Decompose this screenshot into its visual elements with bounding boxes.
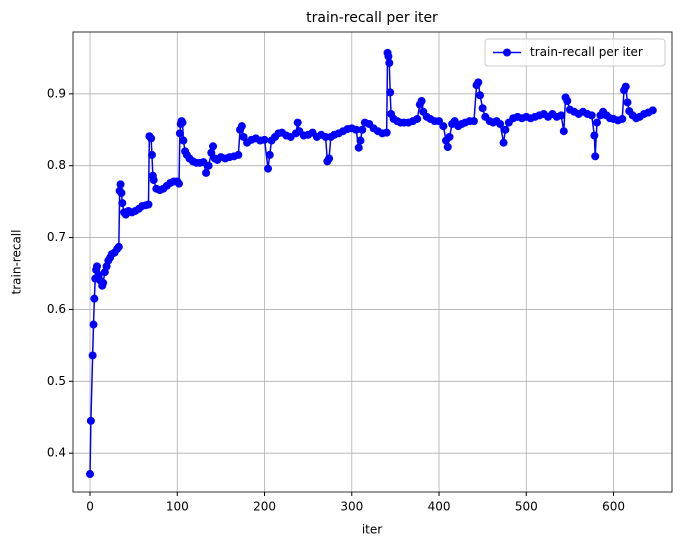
- marker: [175, 179, 184, 188]
- chart-title: train-recall per iter: [306, 10, 438, 26]
- marker: [623, 98, 632, 107]
- marker: [237, 122, 246, 131]
- marker: [207, 148, 216, 157]
- x-tick-label: 0: [86, 500, 94, 514]
- x-axis-label: iter: [362, 523, 382, 537]
- marker: [496, 120, 505, 128]
- marker: [592, 118, 601, 127]
- marker: [356, 136, 365, 145]
- marker: [90, 294, 99, 303]
- marker: [469, 117, 478, 126]
- plot-frame: [72, 31, 673, 493]
- marker: [114, 242, 123, 251]
- marker: [204, 161, 213, 170]
- marker: [118, 199, 127, 208]
- y-tick-label: 0.9: [47, 86, 66, 100]
- marker: [501, 125, 510, 134]
- marker: [445, 132, 454, 141]
- marker: [478, 104, 487, 113]
- y-tick-label: 0.7: [47, 230, 66, 244]
- marker: [116, 180, 125, 189]
- y-tick-label: 0.6: [47, 302, 66, 316]
- marker: [147, 150, 156, 159]
- marker: [175, 129, 184, 138]
- marker: [417, 97, 426, 105]
- marker: [260, 135, 269, 144]
- marker: [557, 111, 566, 120]
- marker: [86, 470, 95, 479]
- marker: [439, 122, 448, 131]
- marker: [149, 176, 158, 185]
- marker: [413, 114, 422, 123]
- marker: [563, 97, 572, 105]
- y-axis-label: train-recall: [10, 230, 24, 295]
- legend-marker: [503, 48, 511, 57]
- x-tick-label: 100: [166, 500, 189, 514]
- marker: [147, 134, 156, 143]
- marker: [590, 131, 599, 140]
- marker: [88, 351, 97, 360]
- marker: [352, 125, 361, 134]
- marker: [499, 138, 508, 147]
- x-tick-label: 200: [253, 500, 276, 514]
- marker: [265, 150, 274, 159]
- marker: [358, 125, 367, 134]
- marker: [293, 118, 302, 127]
- marker: [648, 106, 657, 115]
- marker: [618, 114, 627, 123]
- line: [89, 52, 654, 475]
- marker: [325, 154, 334, 163]
- marker: [89, 320, 98, 329]
- marker: [178, 118, 187, 127]
- y-tick-label: 0.5: [47, 374, 66, 388]
- marker: [86, 416, 95, 425]
- marker: [234, 150, 243, 159]
- legend-box: [484, 38, 666, 67]
- marker: [385, 58, 394, 67]
- marker: [382, 128, 391, 137]
- marker: [386, 88, 395, 97]
- x-tick-label: 400: [428, 500, 451, 514]
- marker: [354, 143, 363, 152]
- marker: [202, 168, 211, 177]
- marker: [384, 52, 393, 61]
- marker: [474, 78, 483, 87]
- y-tick-label: 0.4: [47, 446, 66, 460]
- marker: [117, 189, 126, 197]
- marker: [587, 111, 596, 120]
- marker: [591, 152, 600, 161]
- x-tick-label: 500: [515, 500, 538, 514]
- marker: [476, 91, 485, 100]
- marker: [144, 200, 153, 209]
- x-tick-label: 600: [602, 500, 625, 514]
- marker: [621, 82, 630, 91]
- marker: [209, 142, 218, 151]
- marker: [559, 127, 568, 136]
- marker: [264, 164, 273, 173]
- marker: [92, 262, 101, 271]
- y-tick-label: 0.8: [47, 158, 66, 172]
- marker: [99, 278, 108, 287]
- marker: [443, 143, 452, 151]
- x-tick-label: 300: [340, 500, 363, 514]
- marker: [239, 132, 248, 141]
- marker: [179, 136, 188, 145]
- legend-label: train-recall per iter: [530, 45, 643, 59]
